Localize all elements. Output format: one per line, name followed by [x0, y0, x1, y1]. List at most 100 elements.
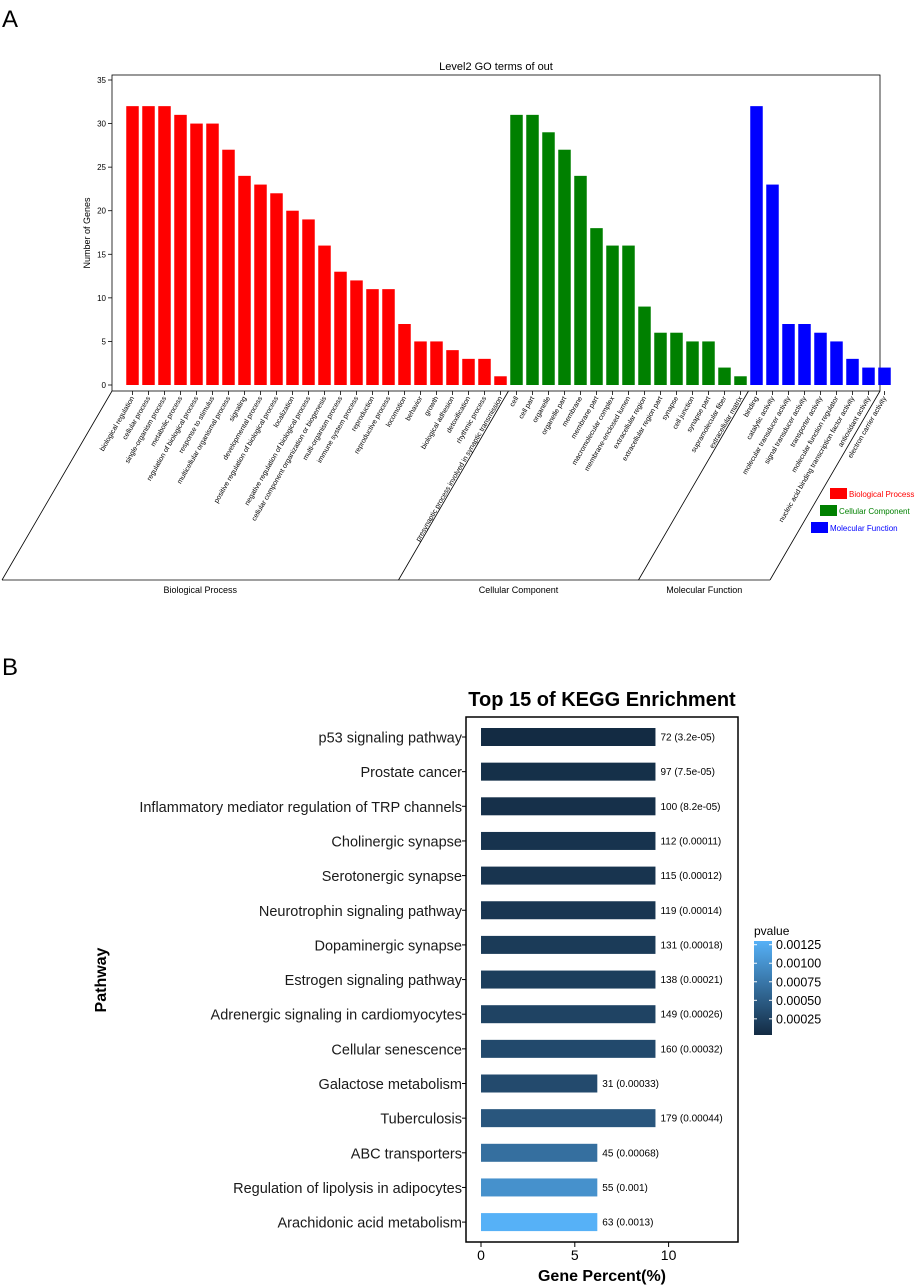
go-bar: [878, 367, 891, 385]
go-group-divider: [1, 390, 113, 581]
go-y-tick-label: 15: [97, 250, 106, 259]
go-bar: [558, 149, 571, 385]
go-y-tick-label: 35: [97, 76, 106, 85]
kegg-chart-title: Top 15 of KEGG Enrichment: [468, 689, 736, 711]
go-y-ticks: 0 5 10 15 20 25 30 35: [97, 76, 112, 390]
kegg-bar: [481, 1109, 656, 1128]
kegg-bar: [481, 762, 656, 781]
kegg-bar: [481, 901, 656, 920]
go-y-tick-label: 25: [97, 163, 106, 172]
kegg-bar: [481, 831, 656, 850]
go-bar: [750, 106, 763, 386]
go-group-brackets: Biological Process Cellular Component Mole…: [1, 390, 881, 595]
go-chart-title: Level2 GO terms of out: [439, 61, 553, 73]
go-bar: [126, 106, 139, 386]
go-group-label: Cellular Component: [479, 585, 559, 595]
kegg-x-tick-label: 0: [477, 1247, 485, 1263]
go-chart: Level2 GO terms of out Number of Genes 0…: [1, 61, 914, 595]
go-bar: [702, 341, 715, 385]
go-bar: [238, 175, 251, 385]
go-bar: [526, 114, 539, 385]
kegg-bar: [481, 970, 656, 989]
go-y-tick-label: 0: [102, 381, 107, 390]
go-group-label: Molecular Function: [666, 585, 742, 595]
go-bar: [862, 367, 875, 385]
kegg-bar: [481, 1143, 598, 1162]
colorbar-tick-label: 0.00050: [776, 994, 821, 1008]
go-bar: [542, 132, 555, 385]
go-bar: [350, 280, 363, 385]
go-bar: [142, 106, 155, 386]
kegg-bar: [481, 1178, 598, 1197]
go-bar: [734, 376, 747, 385]
go-bar: [830, 341, 843, 385]
go-bar: [158, 106, 171, 386]
go-bar: [766, 184, 779, 385]
kegg-pathway-label: Estrogen signaling pathway: [285, 973, 463, 989]
go-legend-swatch: [830, 488, 847, 499]
kegg-bar-label: 160 (0.00032): [660, 1044, 722, 1055]
kegg-pathway-label: Inflammatory mediator regulation of TRP …: [139, 800, 462, 816]
kegg-pathway-label: Tuberculosis: [380, 1112, 462, 1128]
kegg-bar: [481, 935, 656, 954]
go-bar: [334, 271, 347, 385]
go-bar: [430, 341, 443, 385]
kegg-x-tick-label: 10: [661, 1247, 677, 1263]
kegg-bar-label: 100 (8.2e-05): [660, 802, 720, 813]
colorbar-tick-label: 0.00125: [776, 938, 821, 952]
go-bar: [590, 228, 603, 385]
go-x-tick-label: binding: [743, 395, 760, 418]
go-group-divider: [638, 390, 749, 581]
kegg-pathway-label: Arachidonic acid metabolism: [277, 1216, 462, 1232]
go-bar: [222, 149, 235, 385]
go-bar: [814, 332, 827, 385]
colorbar-tick-label: 0.00025: [776, 1012, 821, 1026]
go-bar: [286, 210, 299, 385]
kegg-bar-label: 138 (0.00021): [660, 975, 722, 986]
go-group-label: Biological Process: [163, 585, 237, 595]
go-group-divider: [398, 390, 509, 581]
go-x-tick-label: nucleic acid binding transcription facto…: [778, 395, 856, 524]
kegg-bar-label: 119 (0.00014): [660, 906, 722, 917]
kegg-bar: [481, 728, 656, 746]
kegg-pathway-label: Galactose metabolism: [319, 1077, 462, 1093]
kegg-pathway-label: p53 signaling pathway: [319, 731, 463, 747]
go-legend-swatch: [811, 522, 828, 533]
kegg-x-tick-label: 5: [571, 1247, 579, 1263]
kegg-pathway-label: Serotonergic synapse: [322, 869, 462, 885]
kegg-bar-label: 179 (0.00044): [660, 1114, 722, 1125]
go-plot-frame: [111, 74, 881, 392]
kegg-y-axis-label: Pathway: [93, 947, 110, 1012]
go-bar: [670, 332, 683, 385]
go-legend-swatch: [820, 505, 837, 516]
kegg-pathway-label: Cholinergic synapse: [331, 834, 462, 850]
kegg-bar: [481, 866, 656, 885]
colorbar-tick-label: 0.00100: [776, 957, 821, 971]
go-y-tick-label: 10: [97, 294, 106, 303]
go-bar: [686, 341, 699, 385]
kegg-bar-label: 149 (0.00026): [660, 1010, 722, 1021]
kegg-pathway-label: Adrenergic signaling in cardiomyocytes: [211, 1008, 462, 1024]
kegg-bar-label: 63 (0.0013): [602, 1218, 653, 1229]
go-bar: [414, 341, 427, 385]
kegg-x-axis-label: Gene Percent(%): [538, 1268, 666, 1285]
kegg-pathway-label: Regulation of lipolysis in adipocytes: [233, 1181, 462, 1197]
go-bar: [478, 358, 491, 385]
go-bar: [606, 245, 619, 385]
panel-label-a: A: [2, 6, 18, 33]
go-bar: [494, 376, 507, 385]
go-bar: [190, 123, 203, 386]
kegg-bar: [481, 1074, 598, 1093]
go-bar: [398, 324, 411, 385]
kegg-bar-label: 72 (3.2e-05): [660, 733, 714, 744]
go-legend-label: Cellular Component: [839, 507, 910, 516]
go-bar: [718, 367, 731, 385]
kegg-bar-label: 112 (0.00011): [660, 836, 721, 847]
go-bar: [622, 245, 635, 385]
go-bar: [782, 324, 795, 385]
go-group-divider: [769, 390, 881, 581]
kegg-pathway-label: Cellular senescence: [331, 1042, 462, 1058]
go-bars: [126, 106, 891, 386]
kegg-bar: [481, 797, 656, 816]
